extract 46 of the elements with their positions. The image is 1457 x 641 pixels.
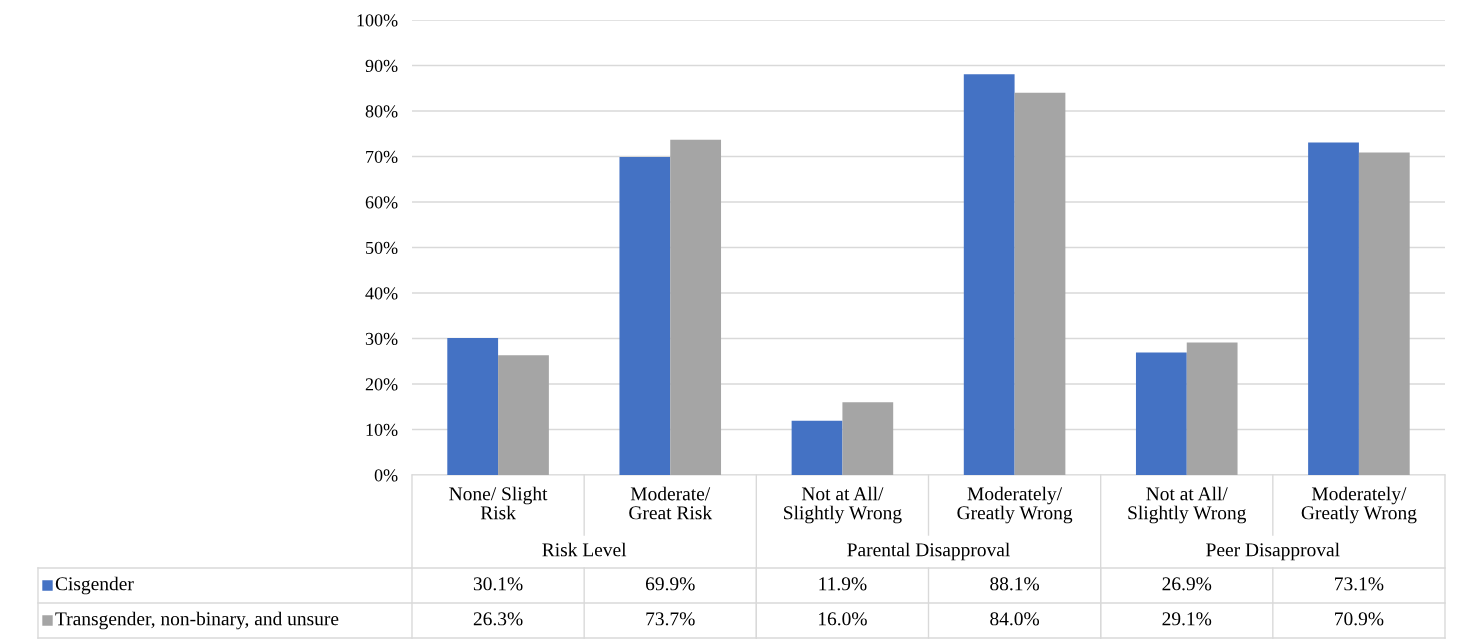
bar xyxy=(1135,352,1187,475)
x-tick-label: None/ Slight Risk xyxy=(449,486,548,520)
y-tick-label: 100% xyxy=(357,14,398,27)
bar xyxy=(670,139,722,475)
data-label: 73.1% xyxy=(1335,577,1384,591)
text: Parental Disapproval xyxy=(847,542,1010,561)
bar xyxy=(447,338,499,475)
x-tick-label: Not at All/ Slightly Wrong xyxy=(1128,486,1247,524)
data-label: 11.9% xyxy=(819,577,867,591)
bar xyxy=(791,420,843,475)
y-tick-label: 10% xyxy=(366,423,398,436)
bar xyxy=(1358,152,1410,475)
y-tick-label: 50% xyxy=(366,241,398,254)
data-label: 30.1% xyxy=(473,577,523,591)
data-label: 26.9% xyxy=(1162,577,1212,591)
data-label: 88.1% xyxy=(990,577,1040,591)
y-tick-label: 20% xyxy=(365,378,398,391)
data-label: 26.3% xyxy=(473,612,523,626)
x-tick-label: Moderate/ Great Risk xyxy=(629,486,713,520)
y-tick-label: 0% xyxy=(374,469,398,482)
y-tick-label: 80% xyxy=(365,105,398,118)
y-tick-label: 90% xyxy=(365,59,398,72)
data-label: 84.0% xyxy=(990,612,1040,626)
legend-label: Cisgender xyxy=(55,576,134,595)
bar xyxy=(498,355,549,475)
data-label: 69.9% xyxy=(645,577,695,591)
x-tick-label: Not at All/ Slightly Wrong xyxy=(784,486,902,524)
bar xyxy=(1186,342,1238,475)
bar xyxy=(619,156,671,475)
text: Risk Level xyxy=(542,542,627,557)
bar xyxy=(963,74,1015,475)
y-tick-label: 40% xyxy=(365,287,398,300)
data-label: 16.0% xyxy=(819,612,867,626)
x-tick-label: Moderately/ Greatly Wrong xyxy=(1301,486,1417,524)
bar xyxy=(842,402,894,475)
y-tick-label: 60% xyxy=(365,196,398,209)
bar xyxy=(1014,92,1066,475)
bar xyxy=(1308,142,1359,475)
data-label: 70.9% xyxy=(1335,612,1384,626)
legend-label: Transgender, non-binary, and unsure xyxy=(55,611,339,630)
x-tick-label: Moderately/ Greatly Wrong xyxy=(957,486,1073,524)
y-tick-label: 30% xyxy=(365,332,398,345)
data-label: 29.1% xyxy=(1162,612,1212,626)
y-tick-label: 70% xyxy=(366,150,398,163)
text: Peer Disapproval xyxy=(1206,542,1340,561)
data-label: 73.7% xyxy=(646,612,695,626)
